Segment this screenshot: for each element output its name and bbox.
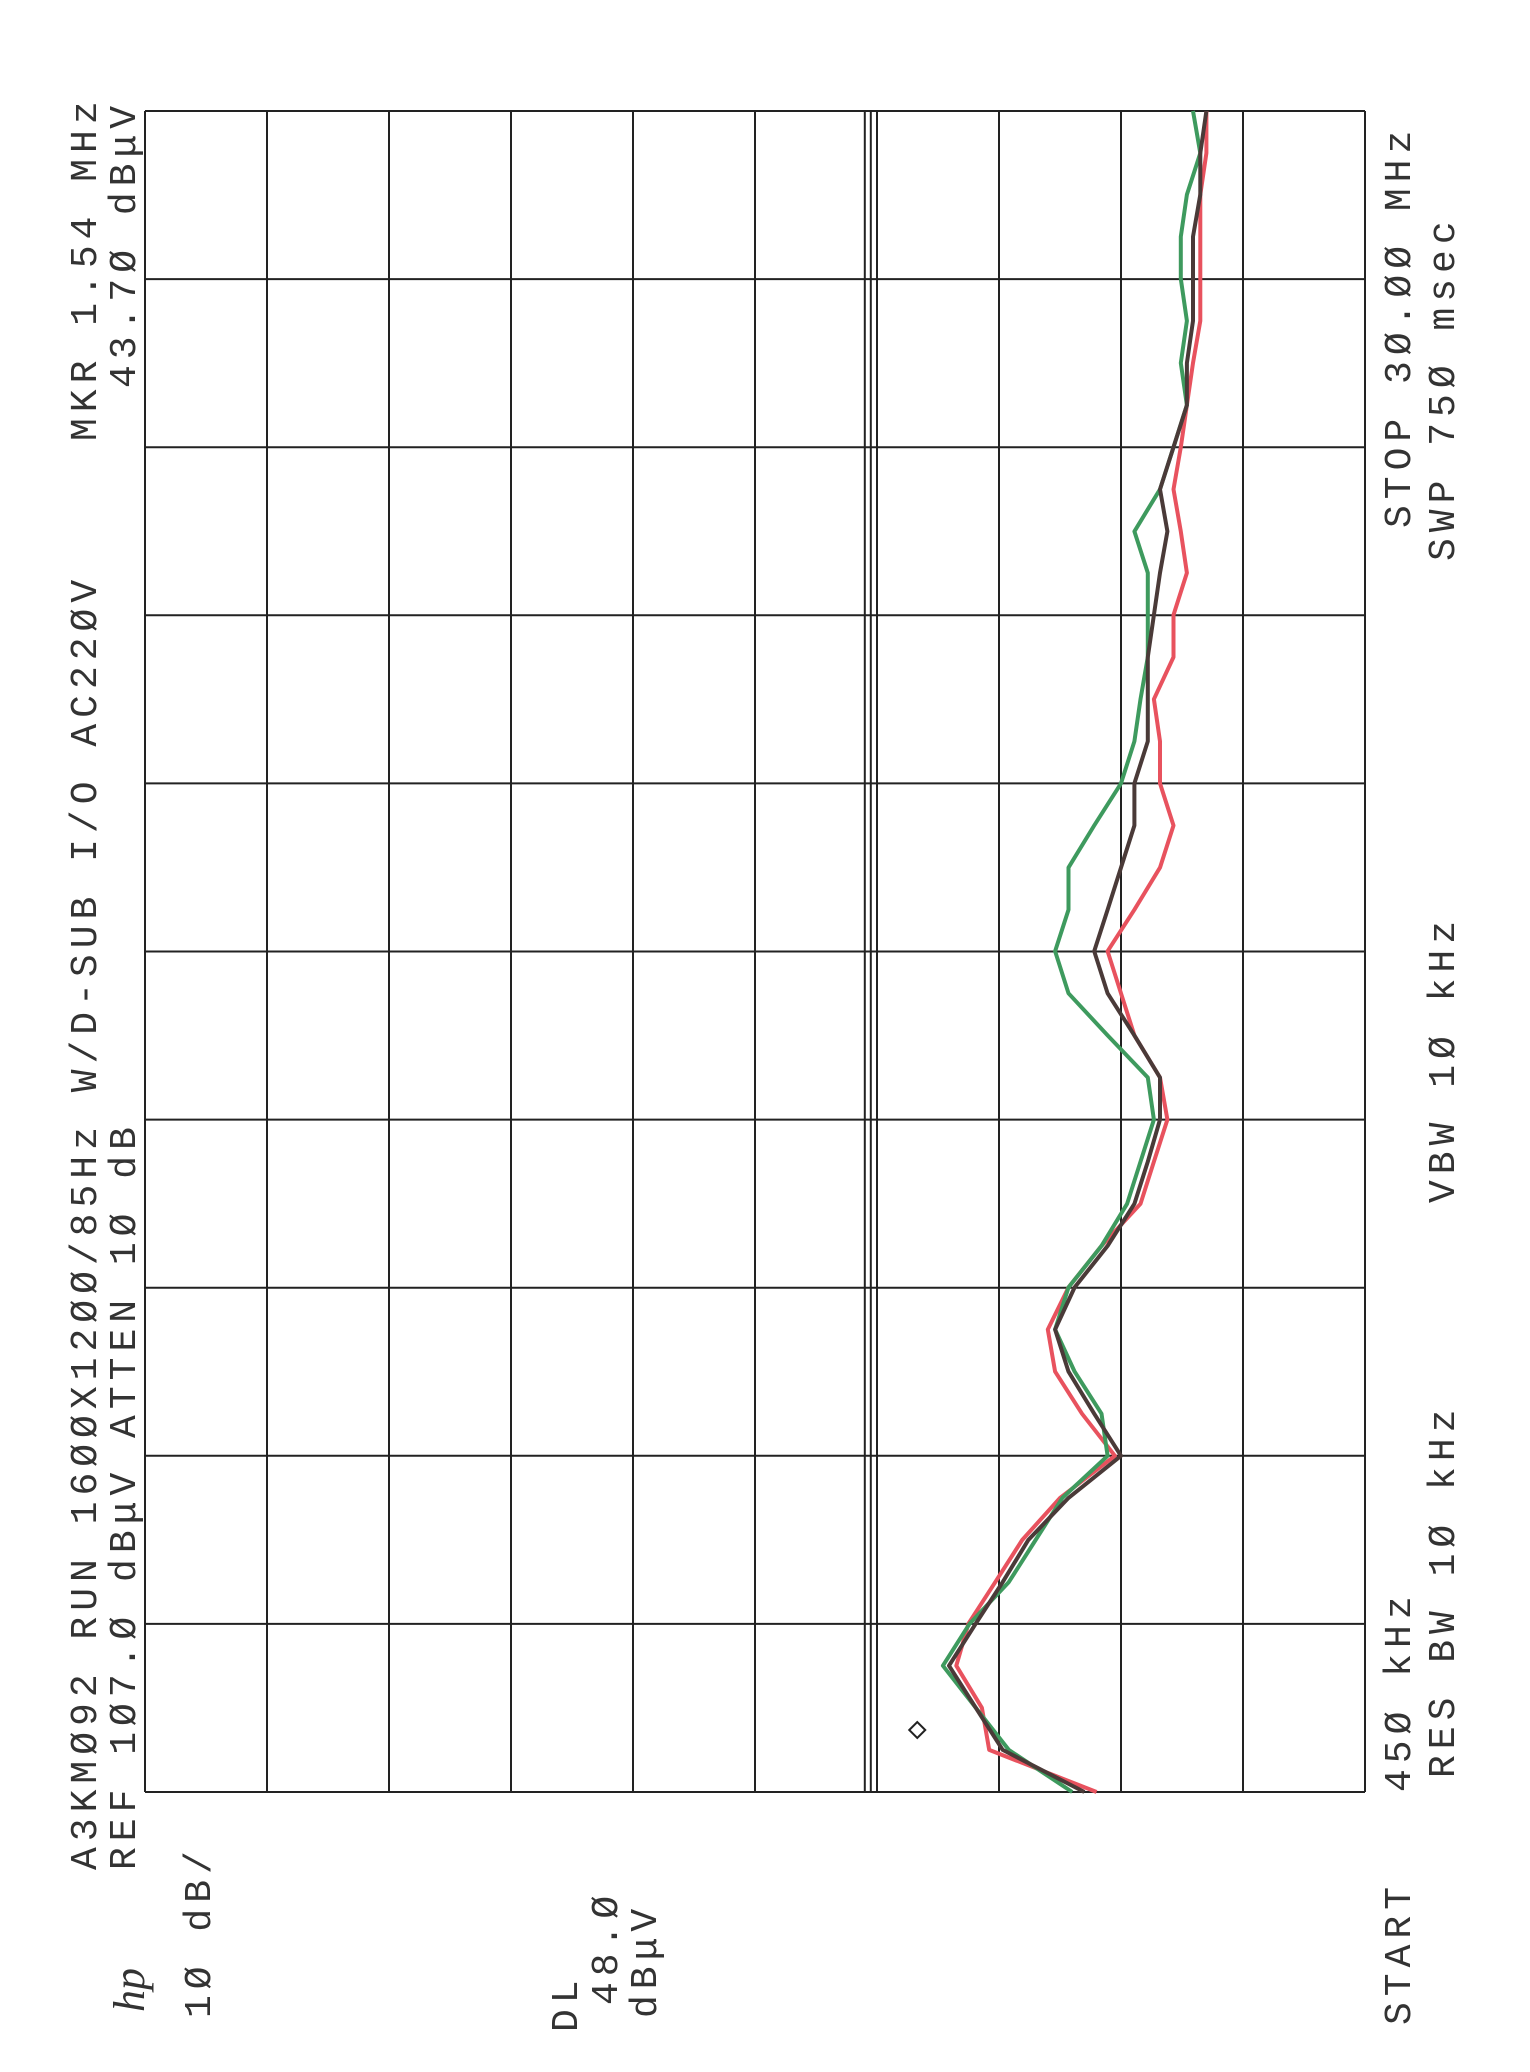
display-line-name: DL bbox=[546, 1974, 589, 2032]
stop-label: STOP 3Ø.ØØ MHz bbox=[1379, 125, 1422, 528]
chart-subtitle: REF 1Ø7.Ø dBμV ATTEN 1Ø dB bbox=[104, 1121, 147, 1870]
trace bbox=[954, 111, 1209, 1794]
logo: hp bbox=[105, 1968, 154, 2012]
vbw: VBW 1Ø kHz bbox=[1423, 915, 1466, 1203]
start-value: 45Ø kHz bbox=[1379, 1590, 1422, 1792]
marker-value-label: 43.7Ø dBμV bbox=[104, 100, 147, 388]
display-line-unit: dBμV bbox=[625, 1903, 668, 2018]
res-bw: RES BW 1Ø kHz bbox=[1423, 1404, 1466, 1778]
chart-title: A3KMØ92 RUN 16ØØX12ØØ/85Hz W/D-SUB I/O A… bbox=[65, 574, 108, 1870]
display-line-label: 48.Ø bbox=[586, 1890, 629, 2005]
scale-label: 1Ø dB/ bbox=[179, 1845, 222, 2018]
trace bbox=[947, 110, 1209, 1794]
start-label: START bbox=[1379, 1881, 1422, 2025]
sweep: SWP 75Ø msec bbox=[1423, 215, 1466, 561]
marker bbox=[907, 1720, 927, 1740]
marker-label: MKR 1.54 MHz bbox=[65, 95, 108, 441]
